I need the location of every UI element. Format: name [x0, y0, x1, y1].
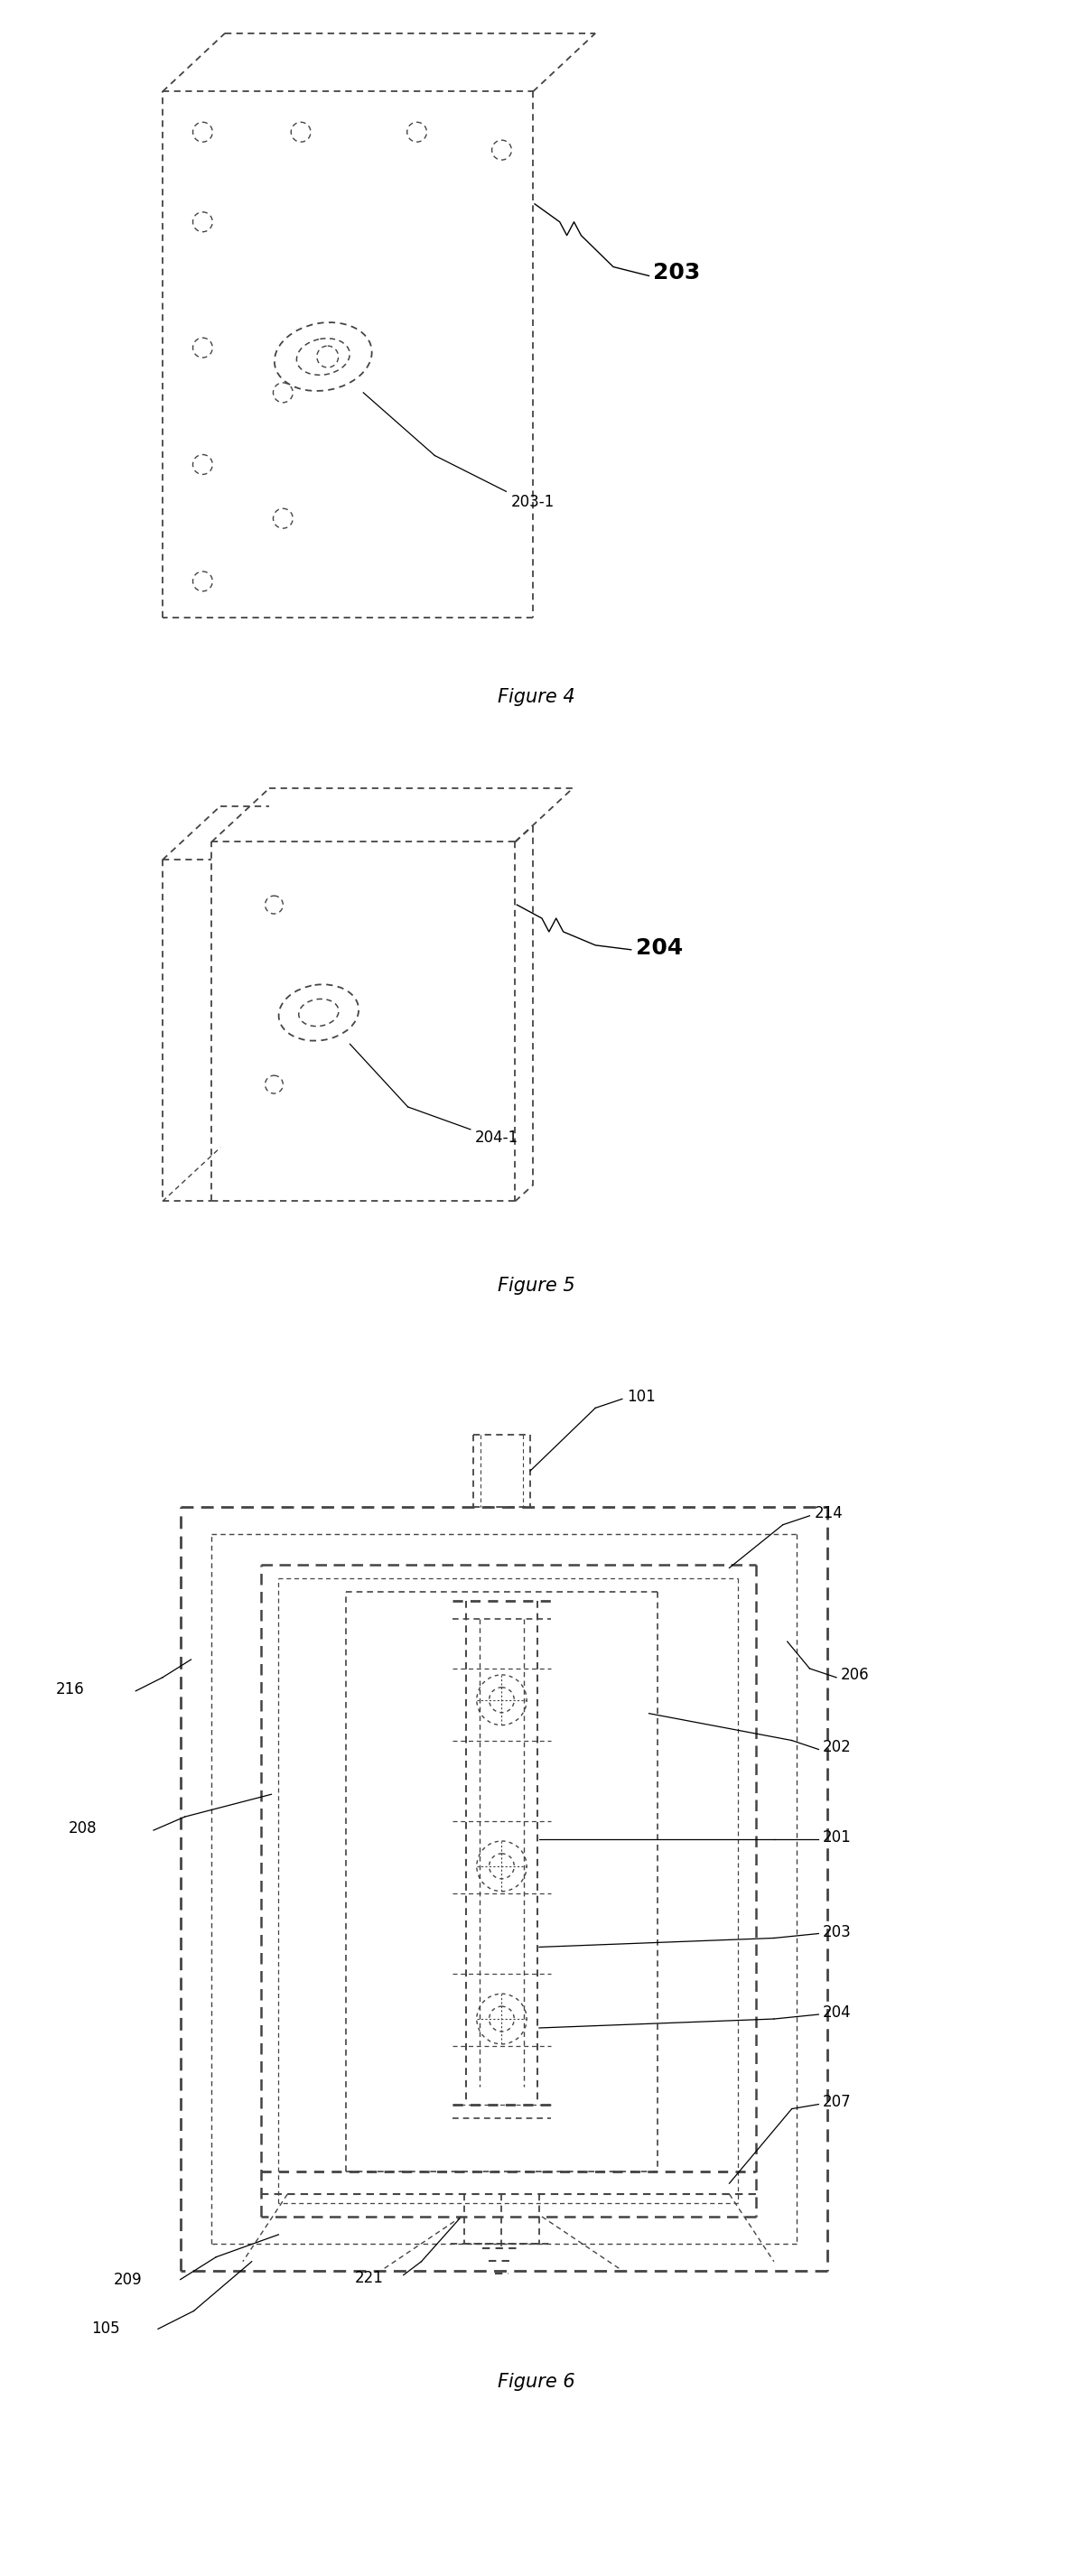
Text: Figure 4: Figure 4 [498, 688, 575, 706]
Text: 214: 214 [814, 1504, 842, 1522]
Text: 201: 201 [823, 1829, 852, 1844]
Text: Figure 6: Figure 6 [498, 2372, 575, 2391]
Text: 101: 101 [627, 1388, 656, 1406]
Text: 208: 208 [69, 1821, 98, 1837]
Text: Figure 5: Figure 5 [498, 1278, 575, 1296]
Text: 216: 216 [56, 1682, 84, 1698]
Text: 203: 203 [653, 263, 701, 283]
Text: 204-1: 204-1 [475, 1128, 518, 1146]
Text: 105: 105 [91, 2321, 119, 2336]
Text: 221: 221 [354, 2269, 383, 2285]
Text: 209: 209 [114, 2272, 142, 2287]
Text: 202: 202 [823, 1739, 852, 1754]
Text: 207: 207 [823, 2094, 852, 2110]
Text: 203: 203 [823, 1924, 852, 1940]
Text: 204: 204 [635, 938, 682, 958]
Text: 206: 206 [841, 1667, 869, 1682]
Text: 204: 204 [823, 2004, 852, 2020]
Text: 203-1: 203-1 [511, 495, 554, 510]
